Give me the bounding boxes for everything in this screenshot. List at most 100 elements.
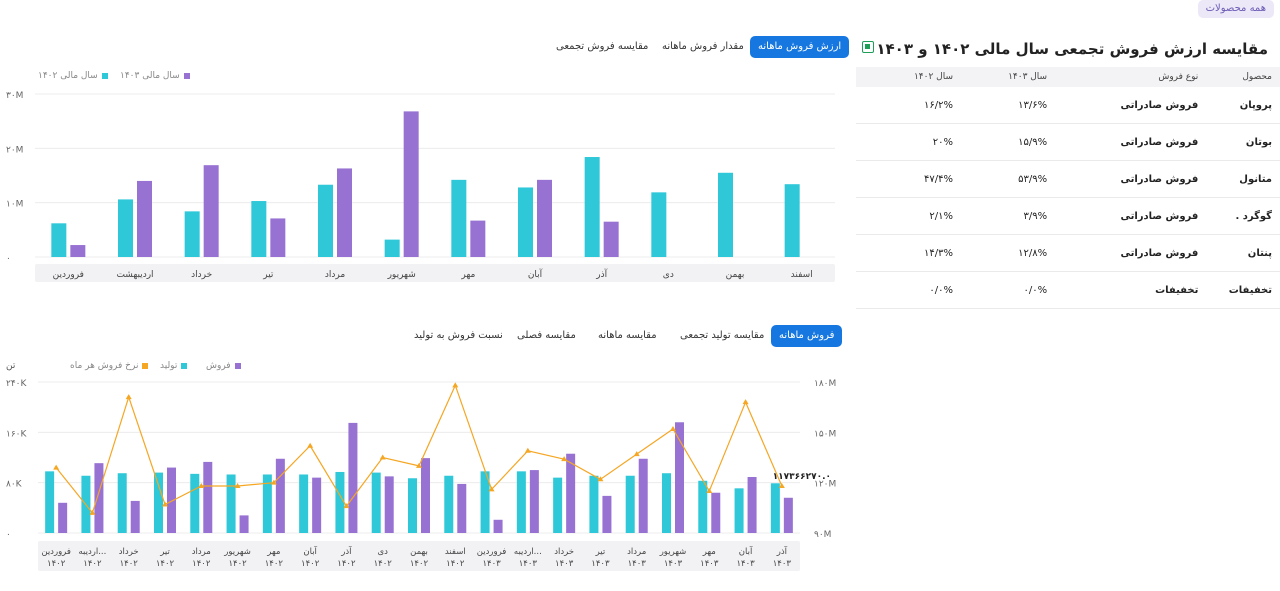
bar-production: [516, 471, 526, 533]
x-tick-label: خرداد: [191, 270, 212, 280]
tab-monthly-sales-amount[interactable]: مقدار فروش ماهانه: [662, 41, 744, 52]
col-product: محصول: [1206, 67, 1280, 87]
cell-1403: ۱۲/۸%: [960, 234, 1056, 272]
rate-point: [89, 509, 96, 515]
x-tick-label: خرداد: [119, 547, 139, 557]
x-tick-year-label: ۱۴۰۳: [773, 559, 792, 569]
x-tick-label: آبان: [739, 545, 753, 557]
table-row: پروپان فروش صادراتی ۱۳/۶% ۱۶/۲%: [856, 87, 1280, 124]
tab-sales-to-production[interactable]: نسبت فروش به تولید: [414, 330, 503, 341]
y-tick-label: ۱۰M: [6, 200, 23, 210]
all-products-button[interactable]: همه محصولات: [1197, 0, 1274, 18]
x-tick-label: تیر: [262, 270, 274, 280]
bar-1403: [70, 245, 86, 257]
rate-point: [597, 476, 604, 482]
x-tick-label: اسفند: [791, 270, 813, 280]
bar-sales: [203, 461, 213, 533]
bar-sales: [58, 502, 68, 533]
y-tick-label: ۲۰M: [6, 145, 23, 155]
x-tick-label: تیر: [595, 547, 606, 557]
cell-spacer: [856, 123, 872, 161]
tab-cumulative-production[interactable]: مقایسه تولید تجمعی: [680, 330, 765, 341]
x-tick-label: آذر: [776, 545, 788, 557]
bar-1403: [203, 165, 219, 257]
cell-1403: ۳/۹%: [960, 197, 1056, 235]
rate-point: [307, 442, 314, 448]
x-tick-label: مرداد: [627, 547, 646, 557]
x-tick-year-label: ۱۴۰۳: [519, 559, 538, 569]
y-left-tick-label: ۲۴۰K: [6, 379, 28, 389]
x-tick-label: مهر: [702, 547, 716, 557]
rate-point: [778, 483, 785, 489]
cell-spacer: [856, 234, 872, 272]
bar-1402: [118, 199, 133, 257]
legend-swatch: [234, 362, 241, 369]
bar-1402: [651, 192, 667, 257]
bar-production: [117, 473, 127, 533]
bar-production: [45, 471, 55, 533]
rate-point: [53, 464, 60, 470]
x-tick-label: دی: [663, 270, 674, 280]
cell-1402: ۲۰%: [872, 123, 961, 161]
legend-item-sales[interactable]: فروش: [206, 361, 241, 371]
x-tick-label: آبان: [303, 545, 317, 557]
x-tick-label: خرداد: [554, 547, 574, 557]
legend-item-rate[interactable]: نرخ فروش هر ماه: [70, 361, 149, 371]
x-tick-label: مهر: [266, 547, 280, 557]
rate-point: [524, 447, 531, 453]
rate-annotation: ۱۱۷۳۶۶۲۷۰.۰: [773, 472, 831, 482]
rate-point: [670, 425, 676, 431]
bar-1402: [584, 157, 600, 257]
x-tick-year-label: ۱۴۰۲: [410, 559, 429, 569]
x-tick-year-label: ۱۴۰۳: [628, 559, 647, 569]
x-tick-year-label: ۱۴۰۲: [120, 559, 139, 569]
bar-sales: [312, 477, 322, 533]
y-left-tick-label: ۰: [6, 530, 11, 540]
y-tick-label: ۳۰M: [6, 91, 23, 101]
tab-monthly-comparison[interactable]: مقایسه ماهانه: [598, 330, 657, 341]
x-tick-year-label: ۱۴۰۳: [700, 559, 719, 569]
col-1402: سال ۱۴۰۲: [872, 67, 961, 87]
x-tick-label: اسفند: [445, 547, 466, 557]
x-tick-year-label: ۱۴۰۲: [228, 559, 247, 569]
x-tick-label: شهریور: [387, 270, 416, 280]
rate-point: [633, 451, 640, 457]
bar-sales: [529, 470, 539, 533]
bar-1402: [184, 211, 200, 257]
cell-product: گوگرد .: [1206, 197, 1280, 235]
bar-sales: [421, 458, 430, 533]
legend-swatch: [142, 362, 149, 369]
tab-monthly-sales-value[interactable]: ارزش فروش ماهانه: [750, 36, 850, 58]
x-tick-year-label: ۱۴۰۲: [83, 559, 102, 569]
monthly-value-chart: ۰ ۱۰M ۲۰M ۳۰M فروردین اردیبهشت خرداد تیر مرداد شه…: [6, 91, 835, 282]
excel-export-icon[interactable]: [862, 41, 874, 53]
cell-sale-type: فروش صادراتی: [1055, 160, 1207, 198]
tab-monthly-sales[interactable]: فروش ماهانه: [771, 325, 843, 347]
bar-production: [262, 474, 272, 533]
y-left-tick-label: ۸۰K: [6, 480, 23, 490]
bar-1402: [451, 179, 467, 257]
bar-production: [589, 475, 599, 533]
legend-item-1402[interactable]: سال مالی ۱۴۰۲: [38, 71, 108, 81]
cell-sale-type: فروش صادراتی: [1055, 123, 1207, 161]
bar-sales: [711, 492, 721, 533]
bar-production: [226, 474, 236, 533]
x-tick-label: مرداد: [325, 270, 345, 280]
y-right-tick-label: ۹۰M: [814, 530, 831, 540]
x-tick-year-label: ۱۴۰۳: [555, 559, 574, 569]
bar-1403: [403, 111, 419, 258]
rate-point: [742, 399, 749, 405]
tab-seasonal-comparison[interactable]: مقایسه فصلی: [517, 330, 576, 341]
tab-cumulative-comparison[interactable]: مقایسه فروش تجمعی: [556, 41, 649, 52]
legend-item-production[interactable]: تولید: [160, 361, 188, 371]
x-tick-label: آبان: [528, 268, 543, 280]
x-tick-year-label: ۱۴۰۲: [265, 559, 284, 569]
x-tick-label: آذر: [595, 268, 607, 280]
legend-item-1403[interactable]: سال مالی ۱۴۰۳: [120, 71, 190, 81]
cell-sale-type: تخفیفات: [1055, 271, 1207, 309]
bar-1402: [784, 184, 800, 257]
x-tick-year-label: ۱۴۰۲: [374, 559, 393, 569]
cell-1402: ۱۴/۳%: [872, 234, 961, 272]
bar-sales: [384, 476, 394, 533]
bar-1402: [318, 184, 333, 257]
